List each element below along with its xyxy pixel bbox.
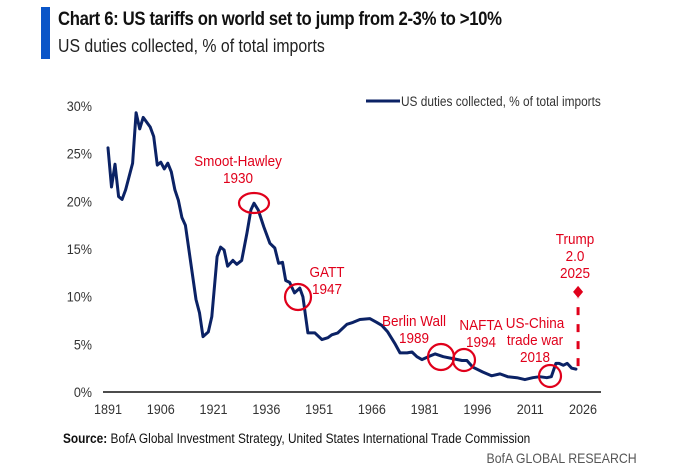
annotation-label: trade war	[507, 332, 563, 349]
y-tick-label: 0%	[74, 384, 92, 400]
y-axis: 0% 5% 10% 15% 20% 25% 30%	[67, 98, 92, 400]
annotation-label: GATT	[310, 264, 345, 281]
x-tick-label: 1921	[200, 401, 228, 417]
annotation-label: Trump	[556, 231, 595, 248]
annotation-label: 1994	[466, 334, 496, 351]
legend: US duties collected, % of total imports	[366, 93, 601, 109]
x-tick-label: 1936	[252, 401, 280, 417]
annotation-label: Smoot-Hawley	[194, 153, 282, 170]
x-tick-label: 2011	[517, 401, 544, 417]
annotation-circle	[283, 282, 313, 312]
brand-label: BofA GLOBAL RESEARCH	[486, 450, 637, 466]
annotation-label: Berlin Wall	[382, 313, 446, 330]
chart-title: Chart 6: US tariffs on world set to jump…	[58, 9, 502, 30]
annotation-circle	[537, 363, 563, 389]
y-tick-label: 20%	[67, 194, 92, 210]
annotation-label: 2.0	[566, 248, 585, 265]
annotation-circle	[237, 191, 271, 215]
x-tick-label: 1891	[94, 401, 122, 417]
title-accent-bar	[41, 7, 50, 59]
x-tick-label: 1981	[411, 401, 439, 417]
series-group	[106, 111, 584, 382]
x-axis: 1891 1906 1921 1936 1951 1966 1981 1996 2011 2026	[94, 401, 597, 417]
annotation-label: NAFTA	[459, 317, 503, 334]
projection-diamond-marker	[573, 285, 584, 298]
y-tick-label: 10%	[67, 289, 92, 305]
x-tick-label: 2026	[569, 401, 597, 417]
annotation-label: 2018	[520, 349, 550, 366]
annotation-label: 1930	[223, 170, 253, 187]
annotation-label: US-China	[506, 315, 565, 332]
y-tick-label: 30%	[67, 98, 92, 114]
source-label: Source:	[63, 431, 108, 446]
x-tick-label: 1951	[305, 401, 333, 417]
y-tick-label: 5%	[74, 337, 92, 353]
x-tick-label: 1966	[358, 401, 386, 417]
source-text: BofA Global Investment Strategy, United …	[107, 431, 531, 446]
annotation-label: 1989	[399, 330, 429, 347]
series-line	[106, 111, 578, 382]
source-note: Source: BofA Global Investment Strategy,…	[63, 431, 530, 446]
y-tick-label: 25%	[67, 146, 92, 162]
legend-label: US duties collected, % of total imports	[401, 93, 601, 109]
annotation-circle	[451, 347, 477, 373]
annotation-label: 1947	[312, 281, 342, 298]
x-tick-label: 1906	[147, 401, 175, 417]
y-tick-label: 15%	[67, 241, 92, 257]
chart-subtitle: US duties collected, % of total imports	[58, 36, 325, 56]
x-tick-label: 1996	[463, 401, 491, 417]
annotation-label: 2025	[560, 265, 590, 282]
